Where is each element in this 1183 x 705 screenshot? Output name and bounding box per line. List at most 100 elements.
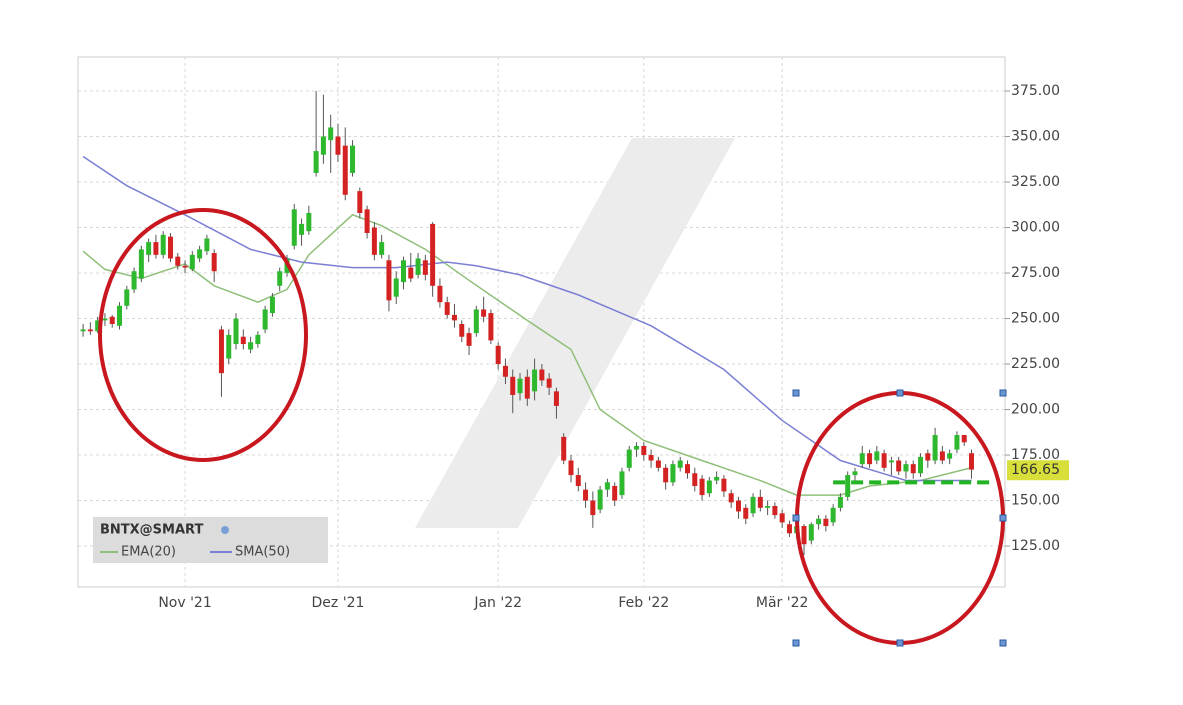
- candle-body: [160, 234, 166, 255]
- candle-body: [277, 271, 283, 286]
- candle-body: [364, 209, 370, 233]
- y-tick-label: 250.00: [1011, 311, 1060, 327]
- candle-body: [146, 242, 152, 255]
- candle-body: [335, 136, 341, 155]
- candle-body: [102, 318, 108, 321]
- last-price-label: 166.65: [1011, 462, 1060, 478]
- candle-body: [837, 496, 843, 508]
- candle-body: [765, 506, 771, 508]
- candle-body: [204, 238, 210, 252]
- y-tick-label: 325.00: [1011, 174, 1060, 190]
- candle-body: [553, 391, 559, 406]
- candle-body: [932, 435, 938, 461]
- candle-body: [801, 526, 807, 545]
- candle-body: [663, 467, 669, 483]
- candle-body: [415, 258, 421, 275]
- candle-body: [422, 260, 428, 275]
- candle-body: [328, 127, 334, 141]
- candle-body: [852, 471, 858, 476]
- y-tick-label: 200.00: [1011, 402, 1060, 418]
- candle-body: [583, 489, 589, 501]
- candle-body: [947, 453, 953, 459]
- candle-body: [466, 333, 472, 346]
- candle-body: [182, 265, 188, 268]
- candle-body: [386, 260, 392, 301]
- candle-body: [240, 336, 246, 345]
- watermark: [415, 138, 735, 528]
- candle-body: [750, 496, 756, 514]
- candle-body: [233, 318, 239, 345]
- candle-body: [641, 445, 647, 456]
- candle-body: [612, 485, 618, 501]
- y-tick-label: 300.00: [1011, 220, 1060, 236]
- candle-body: [757, 496, 763, 508]
- y-tick-label: 225.00: [1011, 356, 1060, 372]
- candle-body: [845, 475, 851, 497]
- x-tick-label: Nov '21: [158, 595, 211, 611]
- candle-body: [590, 500, 596, 516]
- candle-body: [954, 435, 960, 450]
- candle-body: [430, 223, 436, 286]
- candle-body: [211, 253, 217, 272]
- candle-body: [189, 254, 195, 270]
- y-tick-label: 125.00: [1011, 538, 1060, 554]
- x-tick-label: Feb '22: [618, 595, 669, 611]
- candle-body: [816, 518, 822, 525]
- candle-body: [808, 524, 814, 541]
- candle-body: [648, 455, 654, 461]
- candle-body: [961, 435, 967, 443]
- candle-body: [881, 453, 887, 468]
- candle-body: [393, 278, 399, 297]
- candle-body: [721, 478, 727, 492]
- candle-body: [546, 378, 552, 388]
- candle-body: [95, 320, 101, 332]
- candle-body: [925, 453, 931, 461]
- candle-body: [939, 451, 945, 461]
- candle-body: [524, 376, 530, 399]
- candle-body: [175, 256, 181, 266]
- candle-body: [779, 513, 785, 523]
- highlight-ellipse: [98, 208, 308, 462]
- candle-body: [743, 507, 749, 519]
- candle-body: [677, 460, 683, 468]
- candle-body: [124, 289, 130, 306]
- legend-icon: [221, 526, 229, 534]
- candle-body: [575, 475, 581, 486]
- candle-body: [772, 506, 778, 516]
- candle-body: [197, 249, 203, 259]
- candle-body: [714, 476, 720, 481]
- candle-body: [874, 451, 880, 461]
- candle-body: [867, 453, 873, 465]
- candle-body: [473, 309, 479, 334]
- candle-body: [306, 212, 312, 232]
- candle-body: [604, 482, 610, 490]
- candle-body: [568, 460, 574, 476]
- last-price-box: [1007, 460, 1069, 481]
- candle-body: [495, 345, 501, 365]
- candle-body: [109, 316, 115, 325]
- candle-body: [735, 500, 741, 512]
- candle-body: [969, 453, 975, 470]
- candle-body: [706, 480, 712, 494]
- candle-body: [459, 324, 465, 337]
- x-tick-label: Dez '21: [312, 595, 365, 611]
- candle-body: [269, 296, 275, 314]
- candle-body: [408, 267, 414, 279]
- axis: 125.00 150.00 175.00 200.00 225.00 250.00 275.…: [158, 83, 1069, 611]
- candle-body: [918, 456, 924, 474]
- x-tick-label: Mär '22: [756, 595, 809, 611]
- selection-handles: [792, 389, 1007, 647]
- candle-body: [532, 369, 538, 392]
- candle-body: [903, 464, 909, 472]
- marks: [80, 91, 994, 556]
- candle-body: [517, 378, 523, 394]
- candle-body: [859, 453, 865, 465]
- candle-body: [510, 376, 516, 395]
- candle-body: [131, 271, 137, 290]
- candle-body: [626, 449, 632, 468]
- candle-body: [350, 145, 356, 173]
- candle-body: [444, 302, 450, 315]
- candle-body: [830, 507, 836, 523]
- candle-body: [313, 151, 319, 173]
